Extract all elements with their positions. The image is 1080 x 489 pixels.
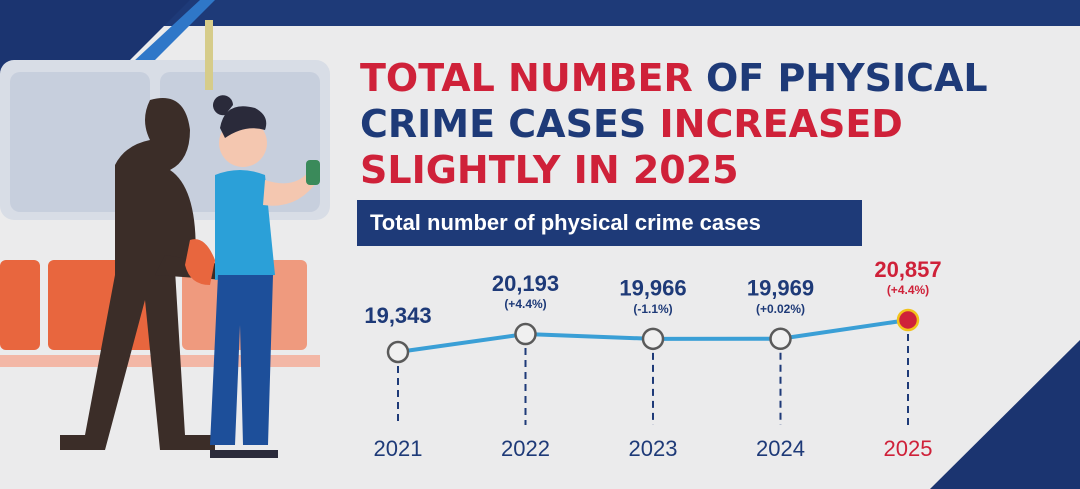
- title-part: CRIME CASES: [360, 102, 646, 146]
- title-part: OF PHYSICAL: [693, 56, 988, 100]
- woman-arm: [263, 170, 318, 206]
- data-point: [386, 340, 410, 364]
- x-tick-label: 2025: [884, 436, 933, 461]
- subtitle: Total number of physical crime cases: [370, 210, 761, 235]
- value-label: 20,193: [492, 271, 559, 296]
- title-line: TOTAL NUMBER OF PHYSICAL: [360, 56, 988, 100]
- value-label: 19,969: [747, 276, 814, 301]
- shoes: [210, 450, 278, 458]
- subtitle-box: [357, 200, 862, 246]
- phone: [306, 160, 320, 185]
- title-part: INCREASED: [646, 102, 903, 146]
- data-point: [641, 327, 665, 351]
- x-tick-label: 2023: [629, 436, 678, 461]
- x-tick-label: 2022: [501, 436, 550, 461]
- data-point: [514, 322, 537, 346]
- change-label: (+4.4%): [504, 297, 546, 311]
- seat: [0, 260, 40, 350]
- value-label: 19,343: [364, 303, 431, 328]
- thief-silhouette: [60, 98, 215, 450]
- title-part: SLIGHTLY IN 2025: [360, 148, 739, 192]
- x-tick-label: 2024: [756, 436, 805, 461]
- data-point: [896, 308, 920, 332]
- title-part: TOTAL NUMBER: [360, 56, 693, 100]
- change-label: (+4.4%): [887, 283, 929, 297]
- value-label: 19,966: [619, 276, 686, 301]
- corner-bottom-right: [930, 340, 1080, 489]
- pole: [205, 20, 213, 90]
- title-line: SLIGHTLY IN 2025: [360, 148, 739, 192]
- title-line: CRIME CASES INCREASED: [360, 102, 903, 146]
- woman-pants: [210, 275, 273, 445]
- illustration: [0, 20, 330, 458]
- value-label: 20,857: [874, 257, 941, 282]
- x-tick-label: 2021: [374, 436, 423, 461]
- change-label: (+0.02%): [756, 302, 805, 316]
- change-label: (-1.1%): [633, 302, 672, 316]
- woman-hair: [213, 95, 267, 138]
- handbag: [185, 239, 215, 285]
- data-point: [769, 327, 792, 351]
- woman-top: [215, 170, 275, 280]
